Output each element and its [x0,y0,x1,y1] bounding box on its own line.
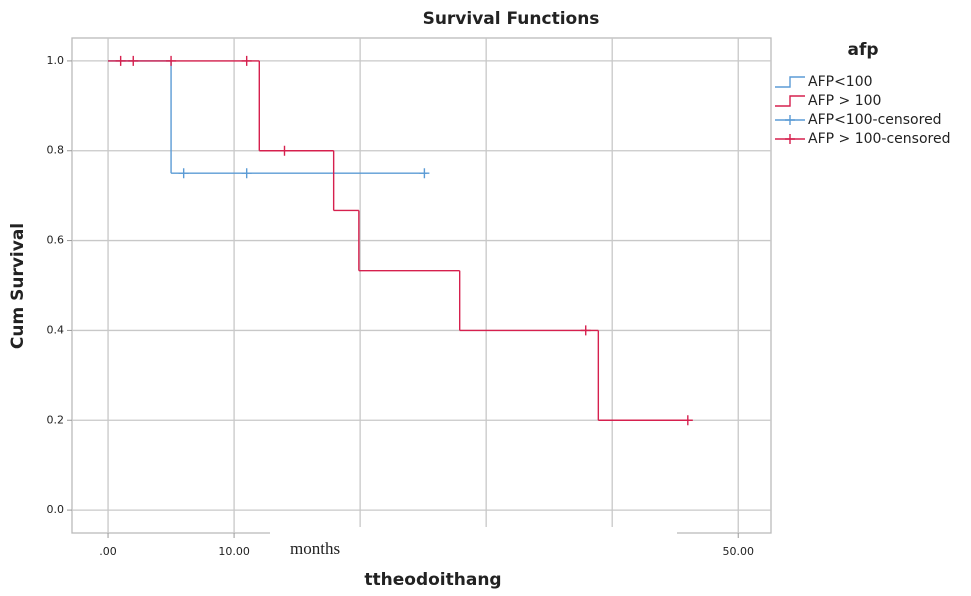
censor-mark [682,415,693,426]
censor-mark [128,55,139,66]
plot-area: 0.0 0.2 0.4 0.6 0.8 1.0 .00 10.00 50.00 [47,37,772,558]
legend-label: AFP > 100-censored [808,131,950,147]
y-tick-label: 0.6 [47,234,65,247]
y-tick-label: 1.0 [47,54,65,67]
censor-mark [166,55,177,66]
chart-title: Survival Functions [423,9,600,29]
censor-mark [241,55,252,66]
annotation: months [290,539,340,558]
y-tick-label: 0.4 [47,323,65,336]
y-axis-label: Cum Survival [8,223,28,349]
censor-mark [241,168,252,179]
x-tick-label: 10.00 [218,545,250,558]
overlay-box [270,527,677,567]
censor-mark [178,168,189,179]
legend: AFP<100 AFP > 100 AFP<100-censored AFP > 10… [775,74,950,147]
censor-mark [580,325,591,336]
x-tick-label: 50.00 [722,545,754,558]
censor-mark [419,168,430,179]
censor-mark [115,55,126,66]
legend-label: AFP<100 [808,74,873,90]
censor-mark [785,115,795,125]
y-tick-label: 0.8 [47,144,65,157]
legend-title: afp [847,40,878,60]
x-tick-label: .00 [99,545,117,558]
legend-glyph [775,76,805,88]
legend-label: AFP > 100 [808,93,881,109]
censor-mark [785,134,795,144]
legend-glyph [775,95,805,107]
legend-label: AFP<100-censored [808,112,942,128]
plot-frame [71,37,772,534]
y-tick-label: 0.2 [47,413,65,426]
censor-mark [279,145,290,156]
x-axis-label: ttheodoithang [364,570,501,590]
y-tick-label: 0.0 [47,503,65,516]
